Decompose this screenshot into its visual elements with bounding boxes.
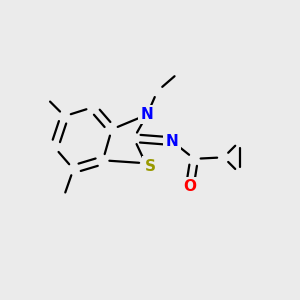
Text: N: N: [166, 134, 178, 149]
Text: O: O: [183, 179, 196, 194]
Text: N: N: [141, 107, 153, 122]
Text: S: S: [145, 159, 155, 174]
